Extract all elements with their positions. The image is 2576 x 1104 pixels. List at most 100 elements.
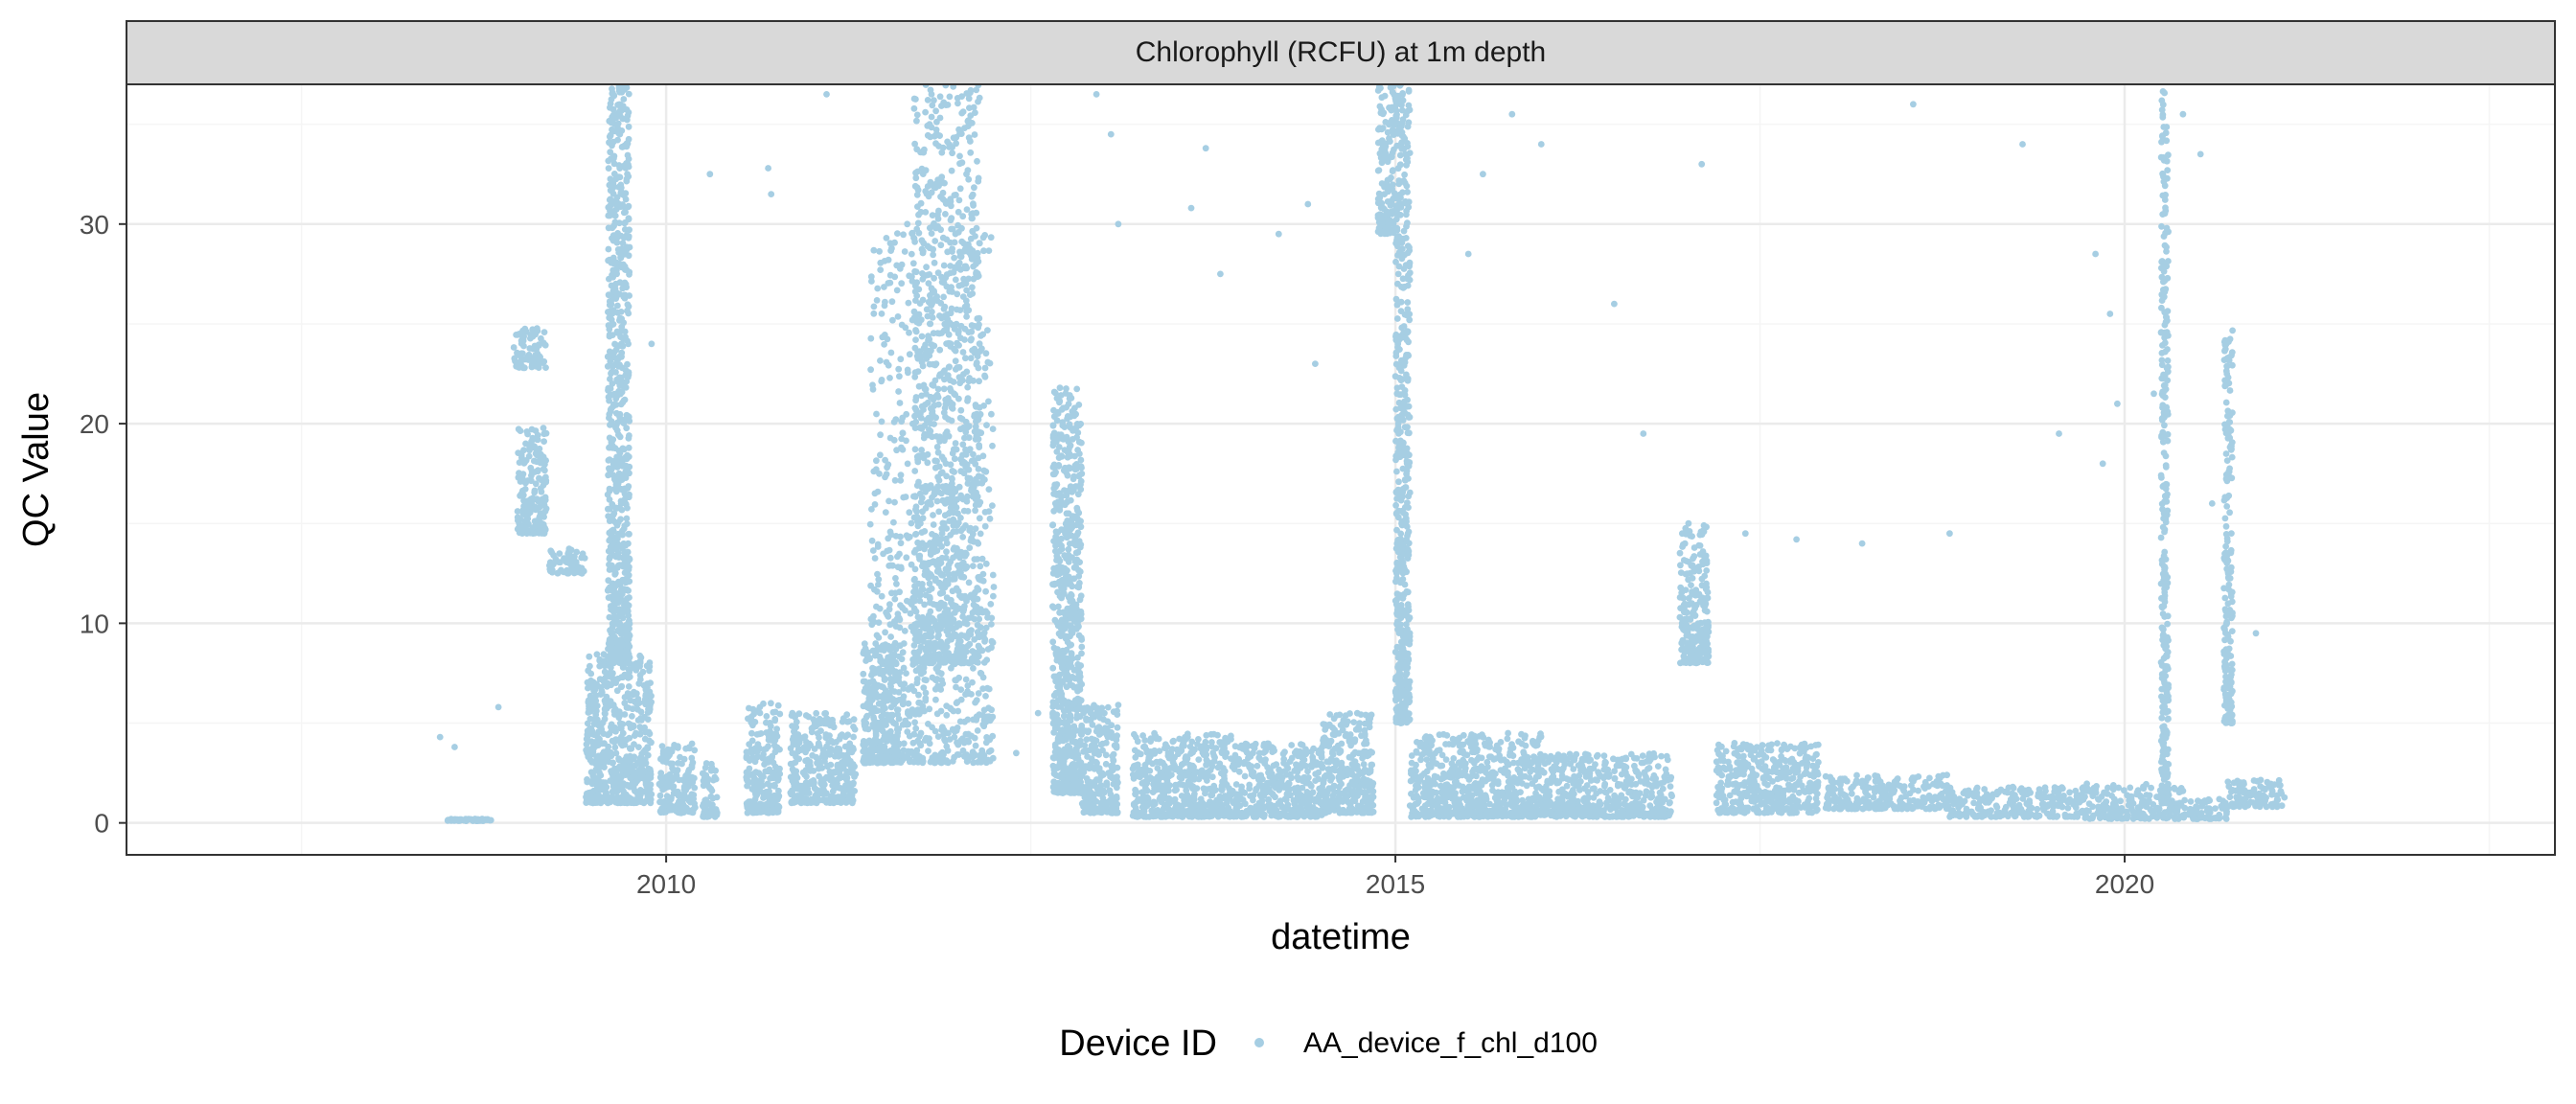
data-point bbox=[884, 732, 890, 740]
data-point bbox=[601, 710, 609, 717]
data-point bbox=[971, 322, 978, 330]
data-point bbox=[768, 737, 775, 744]
data-point bbox=[620, 525, 628, 532]
data-point bbox=[959, 747, 967, 754]
data-point bbox=[868, 506, 875, 513]
data-point bbox=[519, 350, 526, 357]
data-point bbox=[910, 235, 918, 242]
data-point bbox=[917, 410, 924, 417]
data-point bbox=[624, 301, 632, 309]
data-point bbox=[912, 506, 919, 514]
data-point bbox=[922, 209, 930, 216]
data-point bbox=[928, 285, 935, 292]
data-point bbox=[948, 202, 954, 210]
data-point bbox=[920, 684, 928, 691]
data-point bbox=[975, 472, 982, 480]
data-point bbox=[976, 442, 982, 448]
data-point bbox=[519, 511, 527, 518]
data-point bbox=[957, 527, 965, 535]
data-point bbox=[932, 433, 940, 440]
data-point bbox=[915, 452, 923, 460]
data-point bbox=[530, 529, 538, 537]
data-point bbox=[584, 749, 590, 757]
data-point bbox=[941, 404, 949, 412]
data-point bbox=[956, 414, 964, 422]
data-point bbox=[971, 345, 978, 353]
data-point bbox=[876, 747, 884, 754]
data-point bbox=[607, 748, 614, 756]
data-point bbox=[974, 595, 981, 603]
data-point bbox=[839, 731, 845, 739]
data-point bbox=[619, 201, 626, 208]
data-point bbox=[986, 717, 994, 724]
data-point bbox=[617, 353, 625, 359]
data-point bbox=[836, 785, 843, 792]
data-point bbox=[964, 383, 972, 391]
data-point bbox=[912, 268, 920, 276]
data-point bbox=[748, 778, 756, 786]
data-point bbox=[606, 331, 613, 338]
data-point bbox=[894, 313, 902, 320]
data-point bbox=[774, 802, 782, 810]
data-point bbox=[540, 425, 547, 431]
data-point bbox=[454, 816, 461, 823]
data-point bbox=[970, 377, 977, 384]
data-point bbox=[945, 432, 953, 440]
data-point bbox=[978, 333, 984, 339]
data-point bbox=[972, 742, 979, 749]
data-point bbox=[616, 279, 624, 287]
data-point bbox=[758, 782, 766, 790]
data-point bbox=[871, 652, 879, 659]
data-point bbox=[514, 508, 521, 515]
data-point bbox=[608, 544, 615, 551]
data-point bbox=[935, 182, 942, 190]
data-point bbox=[802, 742, 810, 749]
data-point bbox=[945, 416, 952, 423]
data-point bbox=[929, 102, 936, 109]
data-point bbox=[523, 526, 531, 534]
data-point bbox=[914, 737, 921, 745]
data-point bbox=[932, 296, 939, 304]
data-point bbox=[974, 629, 981, 635]
data-point bbox=[956, 152, 963, 160]
data-point bbox=[975, 258, 982, 265]
data-point bbox=[928, 572, 935, 580]
data-point bbox=[988, 614, 996, 622]
data-point bbox=[926, 352, 933, 359]
data-point bbox=[899, 414, 907, 422]
data-point bbox=[794, 731, 802, 738]
data-point bbox=[963, 287, 970, 294]
data-point bbox=[625, 434, 632, 442]
data-point bbox=[609, 113, 616, 121]
data-point bbox=[893, 757, 900, 765]
data-point bbox=[952, 440, 959, 447]
data-point bbox=[911, 565, 919, 573]
data-point bbox=[773, 744, 781, 751]
data-point bbox=[943, 594, 951, 602]
data-point bbox=[530, 330, 538, 337]
data-point bbox=[980, 467, 988, 474]
data-point bbox=[614, 330, 622, 336]
data-point bbox=[919, 508, 926, 516]
data-point bbox=[910, 758, 917, 766]
data-point bbox=[878, 310, 886, 317]
data-point bbox=[817, 777, 825, 785]
data-point bbox=[666, 807, 673, 814]
data-point bbox=[748, 737, 756, 745]
data-point bbox=[873, 457, 880, 465]
data-point bbox=[867, 366, 874, 374]
data-point bbox=[628, 745, 635, 752]
data-point bbox=[934, 176, 942, 184]
data-point bbox=[608, 301, 615, 308]
data-point bbox=[973, 402, 979, 410]
data-point bbox=[915, 699, 923, 706]
data-point bbox=[915, 691, 922, 699]
data-point bbox=[895, 653, 903, 660]
data-point bbox=[949, 225, 956, 233]
data-point bbox=[883, 471, 890, 478]
data-point bbox=[635, 775, 643, 782]
data-point bbox=[972, 233, 978, 240]
data-point bbox=[787, 760, 794, 768]
data-point bbox=[943, 327, 951, 334]
data-point bbox=[901, 754, 908, 762]
